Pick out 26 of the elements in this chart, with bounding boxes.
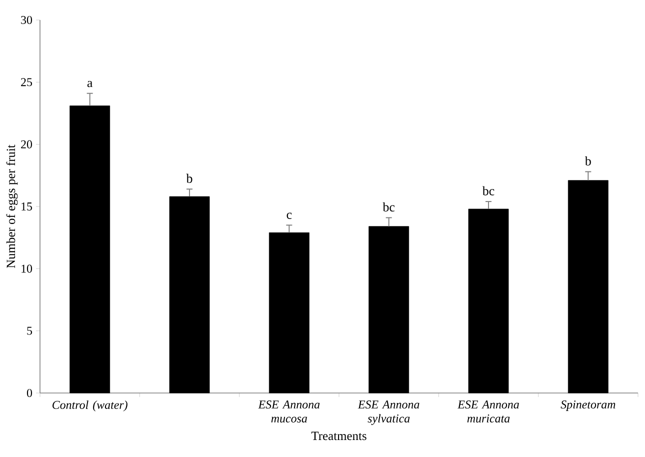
y-axis-title: Number of eggs per fruit (6, 144, 18, 268)
y-tick-label: 15 (22, 202, 32, 210)
y-tick-label: 10 (22, 264, 32, 273)
y-tick-label: 30 (21, 16, 32, 24)
bar (70, 106, 110, 394)
y-tick-label: 5 (27, 326, 32, 335)
x-tick-label: ESE Annona muricata (457, 400, 519, 423)
y-tick-label: 0 (26, 388, 32, 398)
bar (268, 232, 310, 394)
bar (368, 226, 410, 394)
x-tick-label: ESE Annona sylvatica (358, 400, 420, 425)
x-tick-label: ESE Annona mucosa (258, 400, 320, 423)
annotation: b (186, 174, 192, 183)
x-axis-title: Treatments (311, 432, 366, 440)
bar (568, 180, 608, 394)
x-tick-label: Control (water) (52, 400, 128, 412)
bar (169, 196, 210, 394)
annotation: a (87, 80, 93, 88)
annotation: bc (382, 202, 395, 212)
bar (468, 208, 509, 394)
y-tick-label: 20 (21, 140, 32, 148)
annotation: b (584, 156, 591, 166)
y-tick-label: 25 (21, 78, 32, 86)
x-tick-label: Spinetoram (560, 400, 616, 411)
annotation: bc (482, 186, 494, 196)
annotation: c (286, 212, 292, 219)
